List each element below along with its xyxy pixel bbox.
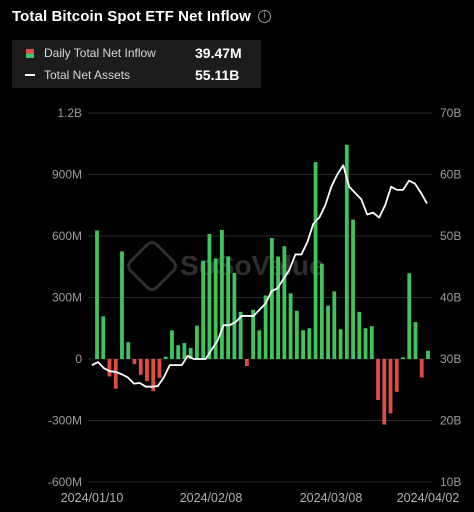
x-tick-label: 2024/03/08 [300,491,363,505]
y-right-tick-label: 30B [440,352,461,366]
inflow-bar [145,359,149,382]
inflow-bar [120,251,124,360]
inflow-bar [157,359,162,378]
inflow-bar [251,309,256,359]
legend-box: Daily Total Net Inflow 39.47M Total Net … [12,40,261,88]
inflow-bar [363,328,368,359]
inflow-bar [151,359,156,392]
inflow-bar [276,256,281,359]
inflow-bar [213,258,218,359]
legend-label-assets: Total Net Assets [44,68,131,82]
y-left-tick-label: -300M [48,414,82,428]
inflow-bar [195,325,199,359]
inflow-bar [401,357,405,359]
legend-value-assets: 55.11B [195,67,240,83]
inflow-bar [332,291,337,359]
inflow-bar [382,359,387,425]
legend-item-assets[interactable]: Total Net Assets 55.11B [12,64,261,86]
y-left-tick-label: 900M [52,168,82,182]
y-left-tick-label: 0 [75,352,82,366]
inflow-bar [107,359,112,377]
inflow-bar [369,326,374,359]
inflow-bar [319,263,324,359]
x-tick-label: 2024/02/08 [180,491,243,505]
line-swatch-icon [25,74,35,76]
y-left-tick-label: -600M [48,475,82,489]
legend-label-inflow: Daily Total Net Inflow [44,46,156,60]
inflow-bar [126,342,131,359]
inflow-bar [226,256,231,359]
inflow-bar [170,330,174,359]
y-right-tick-label: 60B [440,168,461,182]
inflow-bar [207,233,212,359]
inflow-bar [357,311,362,359]
y-left-tick-label: 300M [52,291,82,305]
inflow-bar [95,230,99,359]
y-right-tick-label: 20B [440,414,461,428]
inflow-bar [132,359,137,365]
inflow-bar [101,316,106,359]
inflow-bar [257,330,262,359]
net-assets-line [91,164,428,388]
inflow-bar [426,350,430,359]
inflow-bar [182,343,187,359]
legend-item-inflow[interactable]: Daily Total Net Inflow 39.47M [12,42,261,64]
legend-value-inflow: 39.47M [195,45,242,61]
inflow-bar [294,310,299,359]
y-right-tick-label: 50B [440,229,461,243]
inflow-bar [232,272,237,359]
chart-title-row: Total Bitcoin Spot ETF Net Inflow i [12,8,271,25]
inflow-bar [244,359,249,366]
x-tick-label: 2024/01/10 [61,491,124,505]
y-right-tick-label: 10B [440,475,461,489]
inflow-bar [419,359,424,378]
y-right-tick-label: 70B [440,106,461,120]
inflow-bar [407,273,412,359]
inflow-bar [269,238,274,359]
inflow-bar [307,328,312,359]
inflow-bar [201,260,206,359]
inflow-bar [138,359,143,375]
inflow-bar [376,359,380,400]
inflow-bar [301,330,305,359]
info-icon[interactable]: i [257,10,271,23]
inflow-bar [188,347,193,359]
inflow-bar [282,246,287,359]
inflow-bar [413,322,418,359]
inflow-bar [238,311,243,359]
y-left-tick-label: 600M [52,229,82,243]
inflow-bar [394,359,399,392]
inflow-bar [388,359,393,414]
bar-swatch-icon [26,48,34,58]
y-right-tick-label: 40B [440,291,461,305]
inflow-bar [313,162,318,359]
chart-title: Total Bitcoin Spot ETF Net Inflow [12,8,251,25]
inflow-bar [351,219,355,359]
inflow-bar [113,359,118,389]
x-tick-label: 2024/04/02 [397,491,460,505]
inflow-bar [344,144,349,359]
y-left-tick-label: 1.2B [57,106,82,120]
inflow-bar [326,305,330,359]
inflow-bar [220,229,224,359]
inflow-bar [263,295,268,359]
inflow-bar [163,356,168,359]
inflow-bar [176,345,181,359]
inflow-bar [338,329,343,359]
inflow-bar [288,293,293,359]
